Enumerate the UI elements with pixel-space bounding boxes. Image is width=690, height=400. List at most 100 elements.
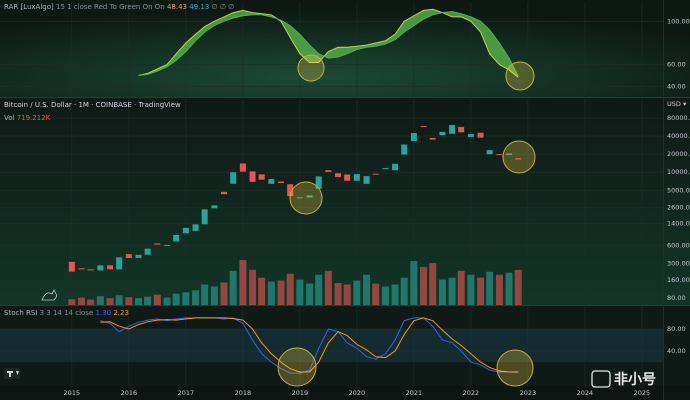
watermark-text: 非小号	[614, 371, 656, 388]
currency-label: USD ▾	[667, 100, 687, 108]
y-tick-label: 300.00	[667, 260, 690, 268]
candle	[258, 174, 265, 180]
volume-bar	[306, 283, 314, 305]
candle	[372, 173, 379, 175]
highlight	[289, 181, 323, 215]
candle	[278, 181, 285, 184]
y-tick-label: 40.00	[667, 82, 686, 90]
price-panel	[0, 98, 690, 305]
readout: 49.13	[189, 3, 209, 11]
indicator-params: 3 3 14 14 close	[40, 309, 94, 317]
y-tick-label: 2600.00	[667, 203, 690, 211]
candle	[353, 174, 360, 181]
rar-line	[138, 10, 519, 77]
volume-header: Vol 719.212K	[4, 114, 51, 122]
volume-bar	[277, 280, 285, 305]
x-tick-label: 2015	[64, 389, 81, 397]
y-tick-label: 1400.00	[667, 219, 690, 227]
y-tick-label: 40.00	[667, 347, 686, 355]
volume-bar	[258, 277, 266, 305]
highlight	[297, 54, 325, 82]
candle	[392, 163, 399, 171]
tradingview-logo[interactable]	[4, 368, 20, 379]
candle	[249, 171, 256, 182]
volume-bar	[486, 271, 494, 305]
y-tick-label: 10000.00	[667, 168, 690, 176]
volume-bar	[172, 293, 180, 305]
volume-bar	[343, 284, 351, 305]
candle	[410, 133, 417, 142]
volume-bar	[78, 297, 86, 305]
volume-bar	[315, 274, 323, 305]
candle	[429, 137, 436, 140]
candle	[506, 153, 513, 155]
candle	[135, 254, 142, 259]
y-tick-label: 160.00	[667, 276, 690, 284]
x-tick-label: 2022	[463, 389, 480, 397]
volume-bar	[410, 261, 418, 305]
candle	[192, 224, 199, 231]
volume-bar	[353, 280, 361, 305]
volume-bar	[467, 274, 475, 305]
x-tick-label: 2020	[349, 389, 366, 397]
candle	[201, 209, 208, 225]
candle	[439, 131, 446, 136]
volume-bar	[391, 284, 399, 305]
candle	[335, 173, 342, 178]
volume-bar	[239, 260, 247, 305]
candle	[382, 168, 389, 170]
highlight	[502, 140, 536, 174]
indicator-params: 15 1 close Red To Green On On	[56, 3, 165, 11]
volume-bar	[296, 279, 304, 305]
candle	[477, 132, 484, 138]
candle	[515, 158, 522, 160]
volume-bar	[68, 299, 76, 305]
highlight	[505, 61, 535, 91]
volume-bar	[153, 294, 161, 305]
y-tick-label: 80000.00	[667, 114, 690, 122]
candle	[486, 150, 493, 155]
y-tick-label: 40000.00	[667, 132, 690, 140]
y-tick-label: 80.00	[667, 325, 686, 333]
candle	[458, 126, 465, 133]
candle	[211, 205, 218, 209]
volume-bar	[514, 269, 522, 305]
candle	[97, 265, 104, 271]
volume-bar	[220, 282, 228, 305]
x-tick-label: 2021	[406, 389, 423, 397]
volume-bar	[144, 296, 152, 305]
volume-bar	[429, 263, 437, 305]
candle	[306, 195, 313, 198]
volume-bar	[381, 286, 389, 305]
candle	[68, 261, 75, 272]
volume-bar	[334, 283, 342, 305]
candle	[144, 248, 151, 255]
candle	[107, 265, 114, 270]
symbol-title: Bitcoin / U.S. Dollar · 1M · COINBASE · …	[4, 101, 181, 109]
volume-bar	[457, 270, 465, 305]
rar-line	[138, 8, 519, 78]
volume-bar	[372, 283, 380, 305]
logo-mark	[7, 371, 19, 377]
logo-bg	[4, 368, 20, 379]
candle	[449, 124, 456, 134]
x-tick-label: 2025	[634, 389, 651, 397]
readout: 1.30	[95, 309, 111, 317]
rar-header: RAR [LuxAlgo] 15 1 close Red To Green On…	[4, 3, 234, 11]
time-axis	[0, 386, 690, 400]
y-tick-label: 5000.00	[667, 186, 690, 194]
volume-bar	[201, 284, 209, 305]
volume-bar	[96, 296, 104, 305]
stoch-header: Stoch RSI 3 3 14 14 close 1.30 2.23	[4, 309, 129, 317]
volume-bar	[163, 297, 171, 305]
volume-bar	[182, 292, 190, 305]
y-tick-label: 20000.00	[667, 150, 690, 158]
volume-bar	[495, 274, 503, 305]
volume-bar	[400, 277, 408, 305]
volume-bar	[192, 290, 200, 305]
volume-bar	[267, 281, 275, 305]
candle	[230, 172, 237, 184]
candle	[325, 170, 332, 172]
candle	[363, 176, 370, 184]
volume-bar	[286, 273, 294, 305]
